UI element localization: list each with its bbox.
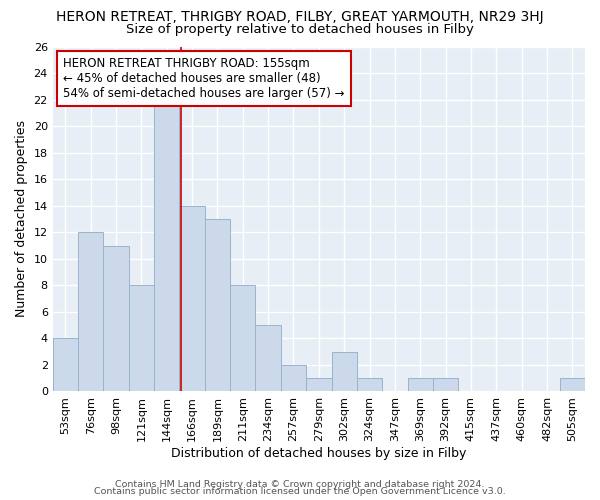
Bar xyxy=(103,246,129,392)
Text: Contains HM Land Registry data © Crown copyright and database right 2024.: Contains HM Land Registry data © Crown c… xyxy=(115,480,485,489)
Text: HERON RETREAT THRIGBY ROAD: 155sqm
← 45% of detached houses are smaller (48)
54%: HERON RETREAT THRIGBY ROAD: 155sqm ← 45%… xyxy=(64,57,345,100)
Bar xyxy=(281,365,306,392)
Bar xyxy=(306,378,332,392)
Y-axis label: Number of detached properties: Number of detached properties xyxy=(15,120,28,318)
Bar xyxy=(357,378,382,392)
Bar xyxy=(256,325,281,392)
Bar xyxy=(205,219,230,392)
Bar xyxy=(433,378,458,392)
Bar xyxy=(230,286,256,392)
Text: HERON RETREAT, THRIGBY ROAD, FILBY, GREAT YARMOUTH, NR29 3HJ: HERON RETREAT, THRIGBY ROAD, FILBY, GREA… xyxy=(56,10,544,24)
Bar xyxy=(53,338,78,392)
Text: Size of property relative to detached houses in Filby: Size of property relative to detached ho… xyxy=(126,22,474,36)
Text: Contains public sector information licensed under the Open Government Licence v3: Contains public sector information licen… xyxy=(94,487,506,496)
Bar xyxy=(179,206,205,392)
Bar xyxy=(560,378,585,392)
X-axis label: Distribution of detached houses by size in Filby: Distribution of detached houses by size … xyxy=(171,447,467,460)
Bar xyxy=(78,232,103,392)
Bar xyxy=(129,286,154,392)
Bar xyxy=(407,378,433,392)
Bar xyxy=(154,100,179,392)
Bar xyxy=(332,352,357,392)
